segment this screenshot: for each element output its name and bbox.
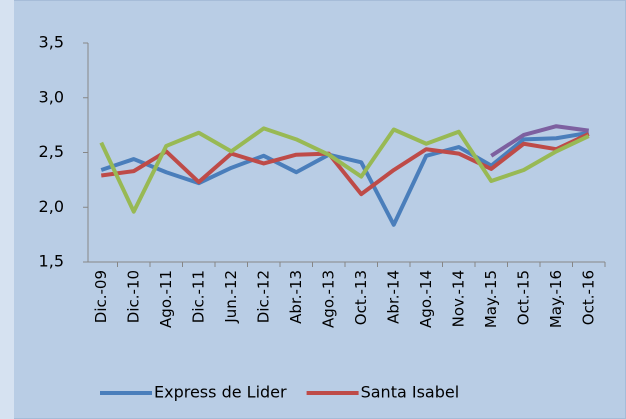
x-tick-label: Ago.-13	[319, 270, 337, 328]
x-tick-label: Dic.-09	[92, 270, 110, 323]
x-tick-label: Ago.-14	[417, 270, 435, 328]
left-strip	[0, 0, 14, 419]
x-tick-label: Dic.-10	[124, 270, 142, 323]
y-tick-label: 2,5	[39, 142, 64, 161]
y-tick-label: 2,0	[39, 197, 64, 216]
x-tick-label: Abr.-13	[287, 270, 305, 324]
series-line	[99, 126, 590, 214]
series-line	[100, 132, 590, 197]
x-tick-label: Nov.-14	[449, 270, 467, 327]
x-tick-label: May.-15	[482, 270, 500, 328]
y-tick-label: 1,5	[39, 252, 64, 271]
x-tick-label: Dic.-11	[189, 270, 207, 323]
x-tick-label: Oct.-15	[514, 270, 532, 325]
x-tick-label: Oct.-13	[352, 270, 370, 325]
series-line	[490, 124, 590, 158]
x-tick-label: Abr.-14	[384, 270, 402, 324]
x-tick-label: Dic.-12	[254, 270, 272, 323]
x-tick-label: Ago.-11	[157, 270, 175, 328]
legend-label: Santa Isabel	[361, 383, 460, 402]
x-tick-label: Jun.-12	[222, 270, 240, 324]
x-tick-label: May.-16	[547, 270, 565, 328]
legend-label: Express de Lider	[154, 383, 287, 402]
y-tick-label: 3,0	[39, 87, 64, 106]
y-tick-label: 3,5	[39, 33, 64, 52]
series-line	[100, 130, 590, 227]
x-tick-label: Oct.-16	[579, 270, 597, 325]
